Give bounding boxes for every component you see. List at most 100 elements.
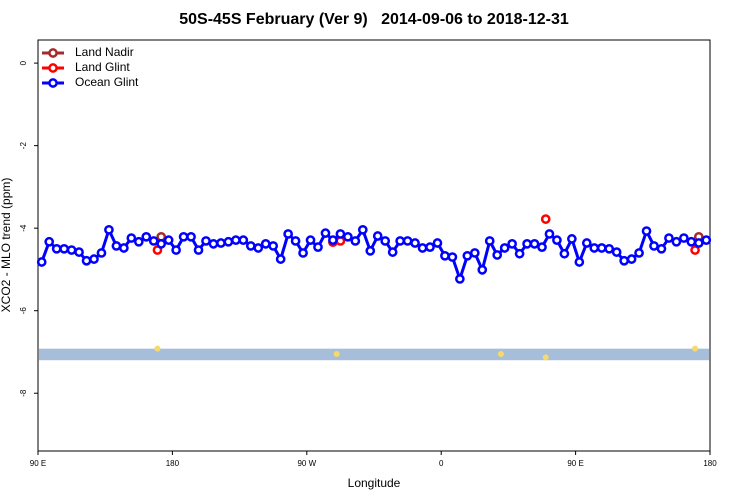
data-point (89, 254, 99, 264)
data-point (402, 236, 413, 246)
data-point (581, 238, 592, 248)
data-point (104, 224, 114, 235)
legend-label: Ocean Glint (75, 75, 139, 89)
data-point (335, 229, 346, 239)
data-point (514, 248, 525, 259)
data-point (447, 252, 458, 262)
data-point (357, 224, 368, 235)
data-point (410, 238, 420, 248)
data-point (477, 264, 488, 275)
data-point (201, 236, 211, 246)
marker (333, 351, 340, 358)
data-point (133, 236, 144, 247)
data-point (380, 236, 391, 246)
x-tick-label: 90 E (567, 459, 583, 468)
data-point (313, 242, 323, 253)
data-point (626, 254, 637, 264)
data-point (231, 235, 241, 245)
band (39, 348, 709, 361)
data-point (432, 238, 443, 248)
data-point (186, 231, 196, 242)
legend-label: Land Glint (75, 60, 130, 74)
data-point (245, 241, 256, 251)
y-tick-label: 0 (19, 60, 28, 65)
data-point (544, 229, 555, 239)
data-point (298, 248, 308, 258)
data-point (656, 243, 667, 254)
x-tick-label: 180 (166, 459, 180, 468)
data-point (275, 254, 286, 264)
data-point (283, 229, 293, 239)
data-point (268, 241, 279, 251)
data-point (499, 243, 510, 253)
x-axis-label: Longitude (348, 476, 401, 490)
data-point (567, 234, 577, 244)
data-point (156, 238, 167, 249)
data-point (440, 250, 450, 261)
data-point (690, 245, 700, 255)
data-point (36, 257, 47, 267)
data-point (74, 247, 84, 257)
data-point (540, 214, 551, 224)
data-point (686, 236, 697, 247)
data-point (343, 231, 353, 242)
data-point (417, 243, 428, 253)
data-point (522, 238, 532, 249)
marker (692, 345, 699, 352)
marker (542, 354, 549, 361)
x-tick-label: 90 W (297, 459, 316, 468)
data-point (305, 235, 316, 245)
data-point (529, 238, 540, 249)
data-point (171, 245, 181, 255)
data-point (693, 238, 704, 248)
data-point (178, 231, 189, 242)
data-point (148, 236, 159, 246)
data-point (537, 242, 547, 253)
data-point (552, 235, 562, 245)
data-point (51, 243, 62, 254)
data-point (507, 238, 517, 249)
y-tick-label: -4 (19, 224, 28, 232)
legend-marker (48, 63, 58, 73)
data-point (238, 235, 249, 245)
data-point (119, 243, 129, 253)
data-point (455, 274, 465, 284)
data-point (387, 247, 398, 257)
data-point (619, 255, 629, 266)
data-point (260, 238, 271, 249)
data-point (469, 248, 480, 258)
data-point (111, 241, 122, 251)
legend-marker (48, 48, 58, 58)
data-point (372, 231, 383, 241)
data-point (320, 228, 331, 238)
plot-frame (37, 39, 711, 452)
data-point (59, 243, 69, 254)
data-point (365, 246, 376, 256)
data-point (163, 235, 174, 245)
data-point (679, 233, 689, 243)
data-point (559, 248, 570, 259)
data-point (649, 241, 659, 251)
data-point (193, 245, 204, 255)
data-point (223, 236, 234, 247)
data-point (596, 243, 607, 253)
data-point (208, 238, 219, 249)
x-tick-label: 90 E (30, 459, 46, 468)
data-point (574, 257, 585, 267)
data-point (96, 248, 107, 258)
y-tick-label: -6 (19, 307, 28, 315)
data-point (634, 248, 644, 258)
y-tick-label: -2 (19, 142, 28, 150)
data-point (604, 243, 615, 254)
data-point (216, 238, 226, 248)
data-point (611, 247, 622, 257)
data-point (126, 233, 137, 243)
data-point (328, 235, 338, 245)
data-point (484, 236, 495, 246)
data-point (425, 242, 435, 253)
x-tick-label: 180 (703, 459, 717, 468)
chart-title: 50S-45S February (Ver 9) 2014-09-06 to 2… (179, 11, 569, 28)
data-point (492, 250, 503, 260)
data-point (641, 226, 652, 236)
